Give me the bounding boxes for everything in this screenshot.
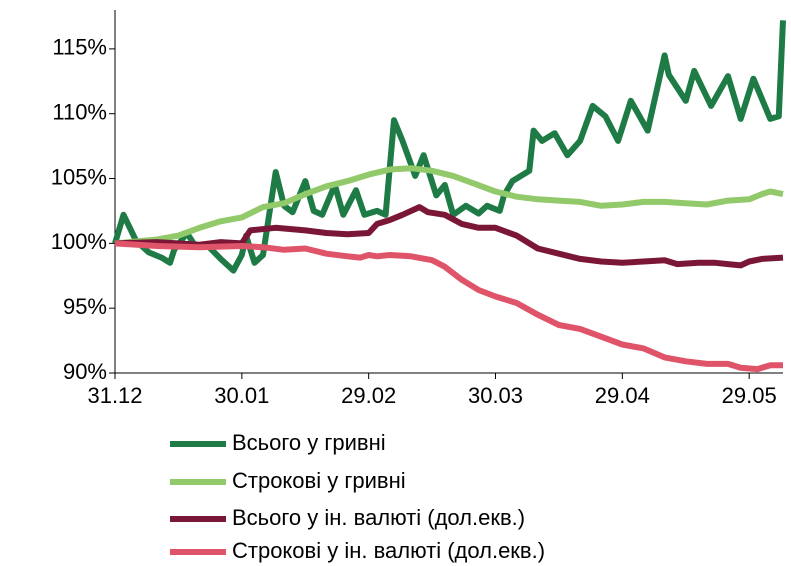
legend-label: Строкові у ін. валюті (дол.екв.) [232,538,545,563]
x-tick-label: 31.12 [87,383,142,408]
x-tick-label: 30.01 [214,383,269,408]
x-tick-label: 29.05 [722,383,777,408]
y-tick-label: 105% [51,164,107,189]
y-tick-label: 110% [52,100,107,125]
legend-label: Строкові у гривні [232,468,406,493]
legend-label: Всього у ін. валюті (дол.екв.) [232,505,525,530]
y-tick-label: 100% [51,229,107,254]
series-line [114,165,784,247]
x-tick-label: 30.03 [468,383,523,408]
series-line [114,204,784,269]
y-tick-label: 90% [63,359,107,384]
x-tick-label: 29.04 [595,383,650,408]
y-tick-label: 95% [63,294,107,319]
series-line [114,240,783,373]
series-line [112,20,786,274]
y-tick-label: 115% [52,35,107,60]
legend-label: Всього у гривні [232,430,386,455]
x-tick-label: 29.02 [341,383,396,408]
